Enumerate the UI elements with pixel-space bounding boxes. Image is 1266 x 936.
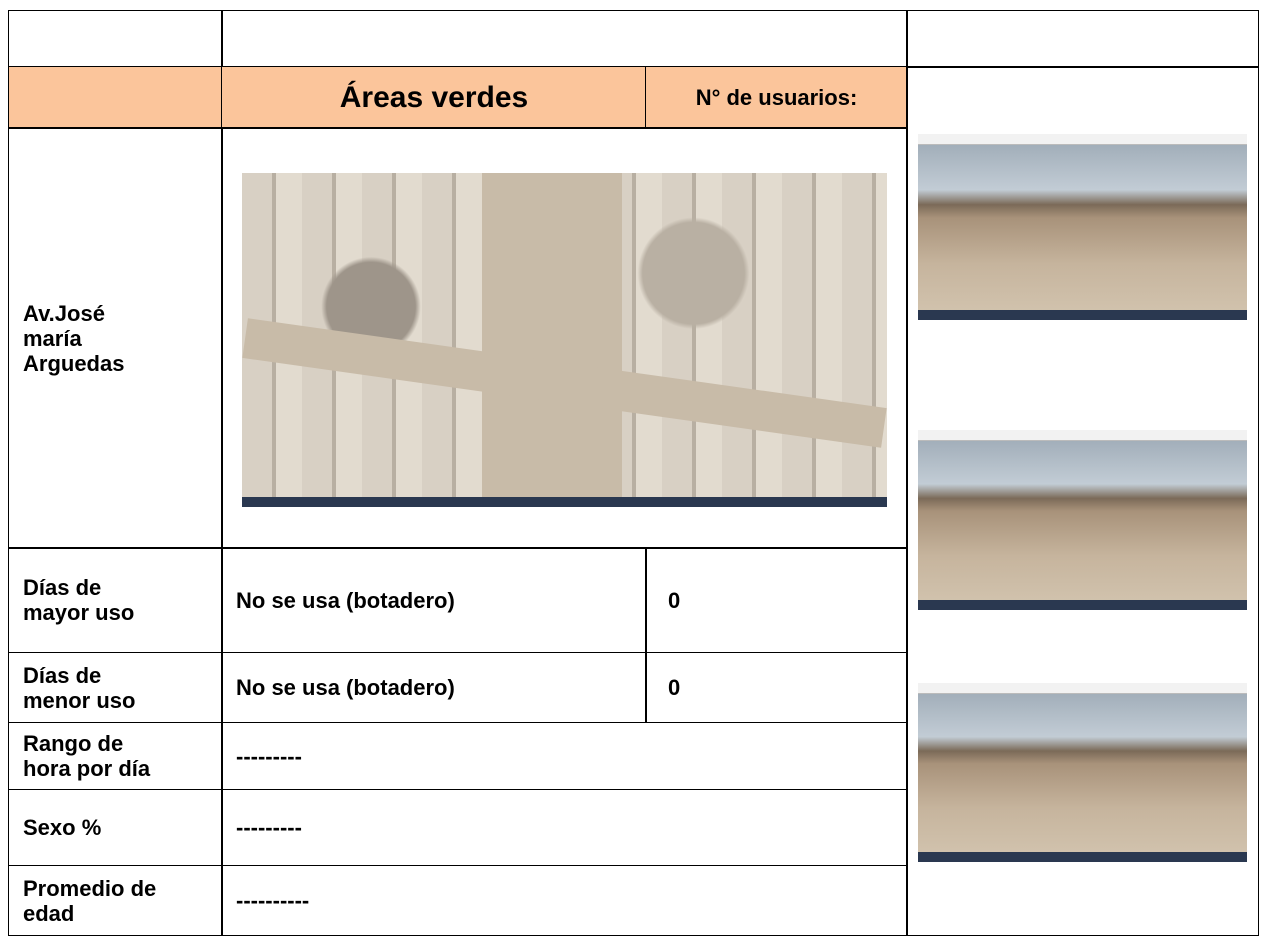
- row-value: ---------: [236, 743, 302, 769]
- table-cell: [8, 10, 223, 68]
- row-value-cell: ---------: [221, 789, 908, 866]
- text-line: Promedio de: [23, 875, 157, 901]
- location-text: Av.José maría Arguedas: [23, 301, 124, 376]
- row-value: ----------: [236, 888, 310, 913]
- photo-cell: [906, 66, 1259, 936]
- text-line: mayor uso: [23, 600, 135, 625]
- aerial-photo: [242, 173, 887, 507]
- row-label: Sexo %: [23, 815, 101, 840]
- row-label-cell: Promedio de edad: [8, 865, 223, 936]
- row-value: No se usa (botadero): [236, 587, 455, 613]
- text-line: hora por día: [23, 756, 151, 781]
- table-cell: [906, 10, 1259, 68]
- row-users-cell: 0: [645, 652, 908, 723]
- row-label-cell: Sexo %: [8, 789, 223, 866]
- row-label-cell: Días de mayor uso: [8, 547, 223, 653]
- row-label-cell: Rango de hora por día: [8, 722, 223, 790]
- header-cell: [8, 66, 223, 129]
- row-label-cell: Días de menor uso: [8, 652, 223, 723]
- street-photo: [918, 430, 1247, 610]
- row-value-cell: No se usa (botadero): [221, 652, 647, 723]
- text-line: maría: [23, 325, 82, 351]
- row-users-cell: 0: [645, 547, 908, 653]
- row-label: Días de menor uso: [23, 663, 135, 713]
- street-photo: [918, 683, 1247, 862]
- text-line: Sexo %: [23, 815, 102, 840]
- text-line: Rango de: [23, 731, 124, 756]
- row-value: ---------: [236, 815, 302, 840]
- location-cell: Av.José maría Arguedas: [8, 127, 223, 549]
- row-label: Promedio de edad: [23, 876, 156, 926]
- text-line: Días de: [23, 575, 102, 600]
- header-title: Áreas verdes: [221, 66, 647, 129]
- text-line: Días de: [23, 662, 102, 688]
- row-users: 0: [668, 587, 681, 613]
- row-value-cell: ----------: [221, 865, 908, 936]
- street-photo: [918, 134, 1247, 320]
- row-label: Días de mayor uso: [23, 575, 134, 625]
- table-cell: [221, 10, 908, 68]
- users-label: N° de usuarios:: [695, 85, 858, 110]
- text-line: Av.José: [23, 300, 105, 326]
- text-line: Arguedas: [23, 350, 125, 376]
- aerial-cell: [221, 127, 908, 549]
- text-line: edad: [23, 900, 75, 926]
- row-value: No se usa (botadero): [236, 675, 455, 700]
- header-title-text: Áreas verdes: [339, 81, 529, 114]
- row-value-cell: ---------: [221, 722, 908, 790]
- header-users: N° de usuarios:: [645, 66, 908, 129]
- row-value-cell: No se usa (botadero): [221, 547, 647, 653]
- text-line: menor uso: [23, 687, 136, 713]
- row-users: 0: [668, 675, 681, 700]
- row-label: Rango de hora por día: [23, 731, 150, 781]
